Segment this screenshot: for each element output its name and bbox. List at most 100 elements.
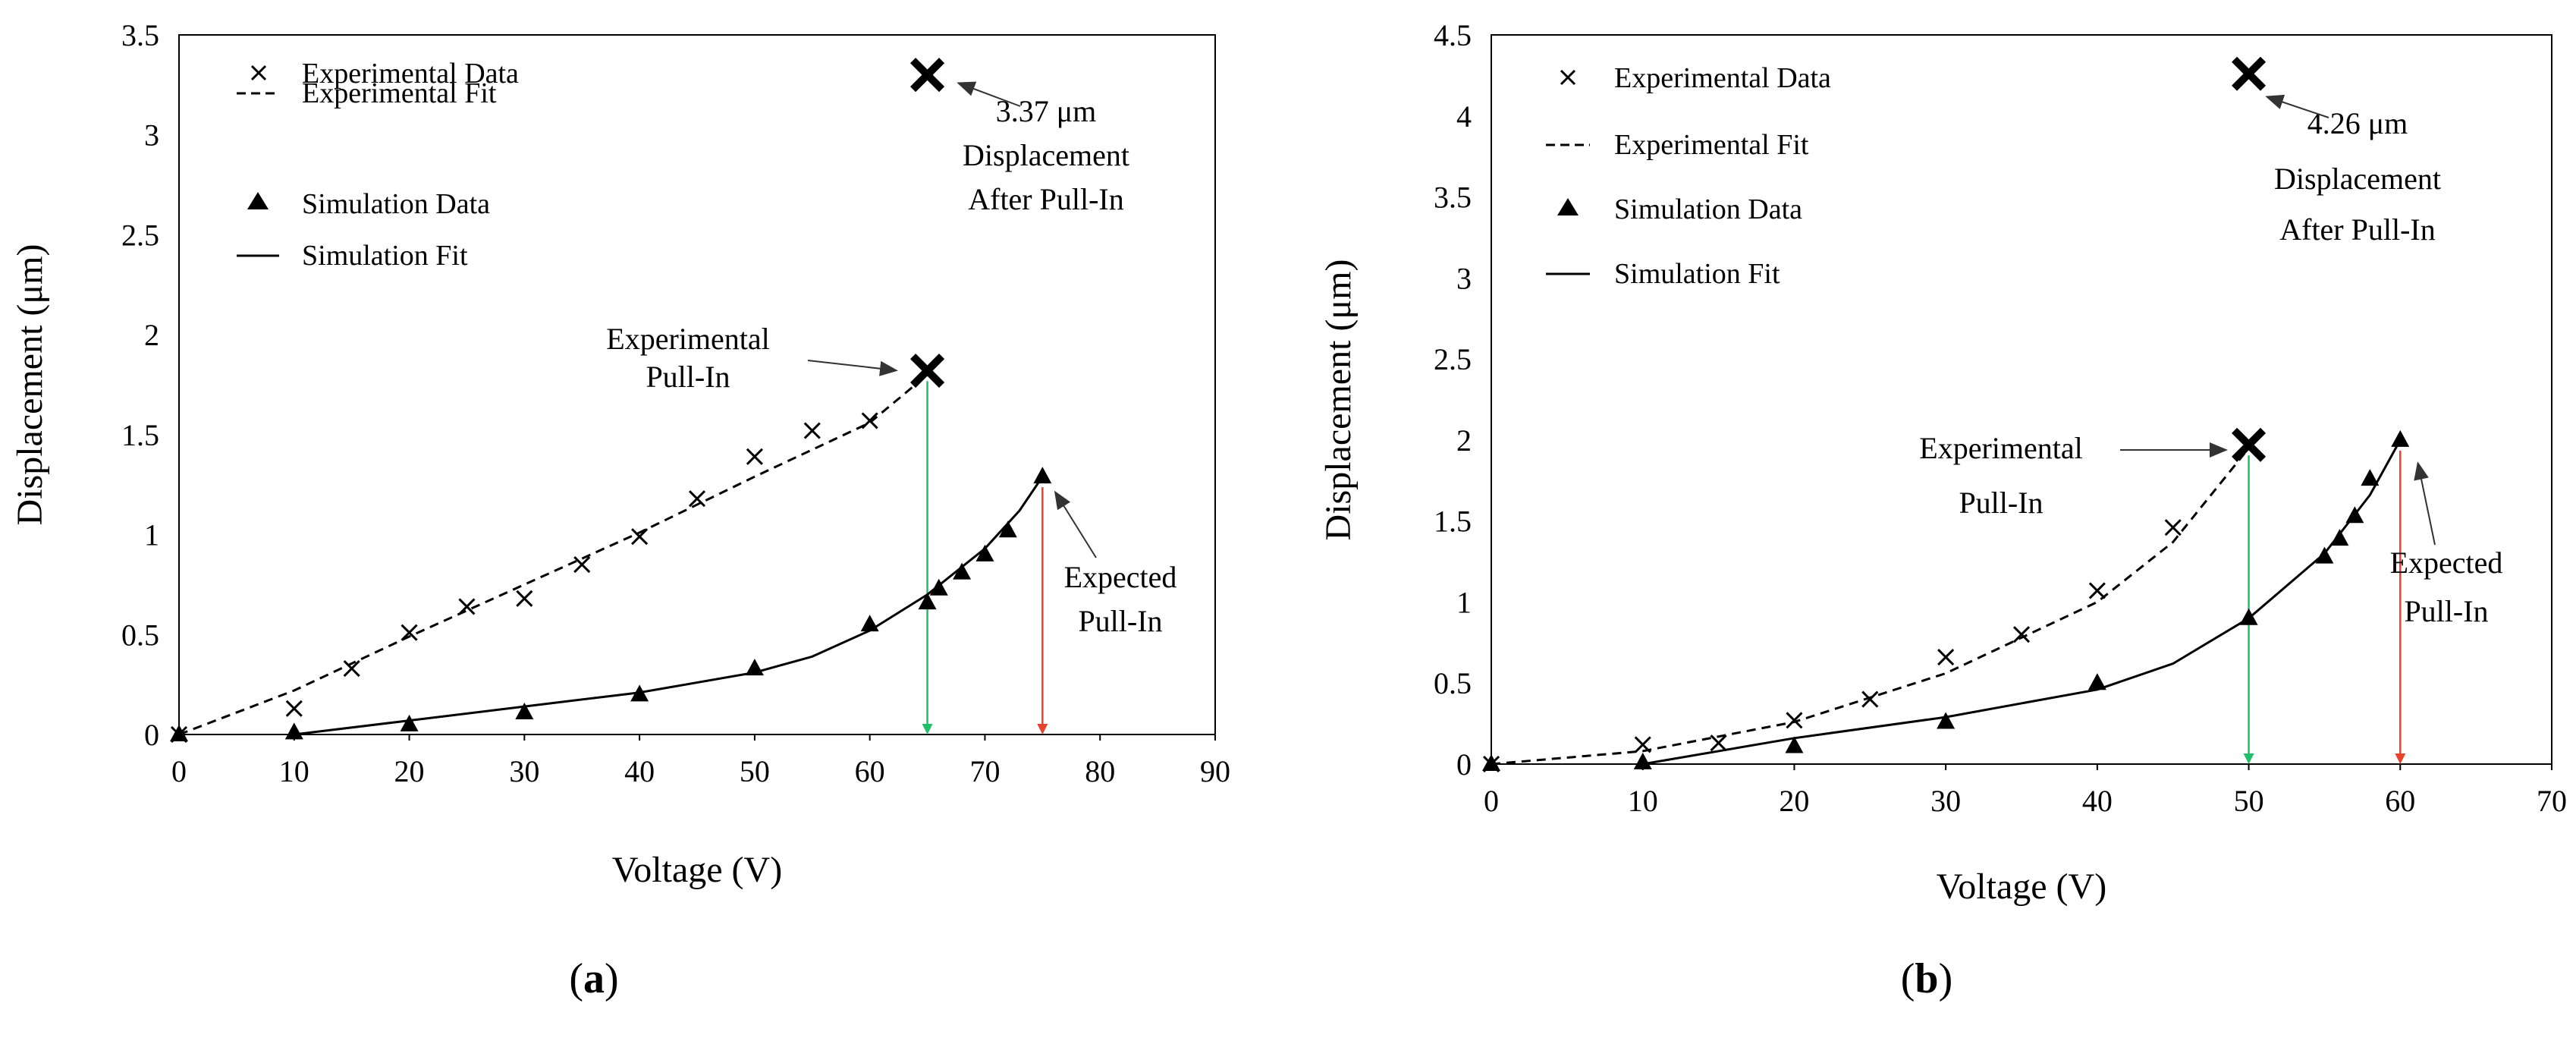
y-tick-label: 2.5 xyxy=(1434,342,1472,376)
y-tick-label: 3.5 xyxy=(121,18,159,52)
y-tick-label: 0.5 xyxy=(121,618,159,652)
annotation-after-pullin: Displacement xyxy=(963,138,1129,172)
x-stroke xyxy=(2012,626,2031,643)
x-stroke xyxy=(2232,56,2267,91)
legend-label: Simulation Fit xyxy=(1614,258,1780,290)
annotation-after-pullin-value: 4.26 μm xyxy=(2307,106,2408,140)
x-tick-label: 90 xyxy=(1200,754,1230,788)
x-tick-label: 40 xyxy=(624,754,655,788)
x-tick-label: 60 xyxy=(855,754,885,788)
x-stroke xyxy=(746,448,763,465)
legend-triangle-icon xyxy=(1557,198,1579,215)
experimental-fit-line xyxy=(1491,447,2250,766)
simulation-data-point xyxy=(284,722,303,740)
annotation-exp-pullin: Experimental xyxy=(606,322,769,356)
y-tick-label: 3.5 xyxy=(1434,181,1472,215)
experimental-data-point xyxy=(688,490,706,508)
legend-triangle-icon xyxy=(247,192,269,209)
pull-in-drop-arrowhead xyxy=(1037,724,1048,734)
legend-label: Experimental Data xyxy=(302,58,519,90)
simulation-data-point xyxy=(2239,608,2258,625)
legend-label: Experimental Fit xyxy=(302,77,497,109)
simulation-data-point xyxy=(953,562,972,580)
simulation-data-point xyxy=(1633,752,1652,769)
x-axis-label: Voltage (V) xyxy=(1937,867,2106,907)
experimental-data-point xyxy=(2088,582,2106,599)
simulation-data-point xyxy=(860,615,879,632)
x-tick-label: 10 xyxy=(279,754,309,788)
simulation-data-point xyxy=(1033,467,1052,484)
simulation-data-point xyxy=(998,521,1017,538)
simulation-data-point xyxy=(1937,712,1956,729)
x-stroke xyxy=(401,624,418,641)
experimental-fit-line xyxy=(178,373,928,736)
pull-in-drop-arrowhead xyxy=(2395,753,2406,764)
annotation-after-pullin-value: 3.37 μm xyxy=(996,94,1097,128)
annotation-after-pullin: After Pull-In xyxy=(2279,212,2436,247)
simulation-data-point xyxy=(2315,546,2334,564)
x-tick-label: 0 xyxy=(1484,784,1499,818)
y-tick-label: 2 xyxy=(1456,423,1472,458)
x-axis-label: Voltage (V) xyxy=(612,850,782,890)
x-stroke xyxy=(803,422,821,439)
plot-frame xyxy=(1491,34,2552,765)
simulation-data-point xyxy=(1785,736,1804,753)
x-stroke xyxy=(688,490,706,508)
pull-in-drop-arrowhead xyxy=(2243,753,2254,764)
x-stroke xyxy=(631,528,649,546)
x-stroke xyxy=(1786,712,1803,729)
simulation-data-point xyxy=(2330,529,2349,546)
legend: Experimental Data Experimental Fit Simul… xyxy=(1546,62,1831,290)
y-tick-label: 1 xyxy=(1456,585,1472,619)
annotation-arrow xyxy=(1054,490,1097,558)
x-tick-label: 20 xyxy=(394,754,425,788)
annotation-exp-pullin: Pull-In xyxy=(646,360,730,394)
x-stroke xyxy=(458,598,476,615)
y-axis-label: Displacement (μm) xyxy=(10,244,50,526)
experimental-data-point xyxy=(1710,734,1727,752)
x-stroke xyxy=(861,412,878,429)
y-tick-label: 0 xyxy=(144,718,159,752)
simulation-data-point xyxy=(2345,506,2364,524)
y-tick-label: 2 xyxy=(144,318,159,352)
annotation-expected-pullin: Pull-In xyxy=(1078,604,1162,638)
panel-caption: (b) xyxy=(1901,955,1952,1002)
legend-label: Experimental Data xyxy=(1614,62,1831,94)
simulation-data-point xyxy=(975,544,994,561)
x-tick-label: 40 xyxy=(2082,784,2113,818)
y-tick-label: 4.5 xyxy=(1434,18,1472,52)
experimental-data-point xyxy=(2164,519,2182,536)
y-tick-label: 2.5 xyxy=(121,218,159,252)
simulation-data-point xyxy=(1482,754,1500,771)
y-tick-label: 0 xyxy=(1456,747,1472,782)
experimental-pull-in-marker xyxy=(910,354,945,388)
annotation-after-pullin: Displacement xyxy=(2274,162,2441,196)
x-stroke xyxy=(285,700,303,717)
simulation-data-point xyxy=(400,714,419,731)
annotation-arrow xyxy=(957,81,1021,107)
x-tick-label: 70 xyxy=(2537,784,2567,818)
experimental-data-point xyxy=(1786,712,1803,729)
annotations: 3.37 μm Displacement After Pull-In Exper… xyxy=(606,81,1176,638)
legend-label: Experimental Fit xyxy=(1614,129,1809,161)
experimental-data-point xyxy=(401,624,418,641)
experimental-data-point xyxy=(1634,736,1651,753)
after-pull-in-marker xyxy=(910,58,945,93)
y-tick-label: 3 xyxy=(144,118,159,153)
simulation-data-point xyxy=(2391,429,2410,447)
experimental-data-point xyxy=(458,598,476,615)
y-tick-label: 1.5 xyxy=(121,418,159,452)
legend-x-marker-icon xyxy=(1560,69,1576,86)
annotation-exp-pullin: Experimental xyxy=(1919,431,2082,465)
x-tick-label: 30 xyxy=(509,754,539,788)
simulation-data-point xyxy=(929,578,948,596)
x-stroke xyxy=(2232,427,2267,462)
annotation-arrow xyxy=(2265,94,2329,118)
experimental-data-point xyxy=(516,590,533,607)
experimental-data-point xyxy=(1861,690,1879,708)
pull-in-drop-arrowhead xyxy=(922,724,933,734)
experimental-data-point xyxy=(746,448,763,465)
y-tick-label: 4 xyxy=(1456,99,1472,134)
after-pull-in-marker xyxy=(2232,56,2267,91)
legend-label: Simulation Data xyxy=(1614,193,1802,225)
